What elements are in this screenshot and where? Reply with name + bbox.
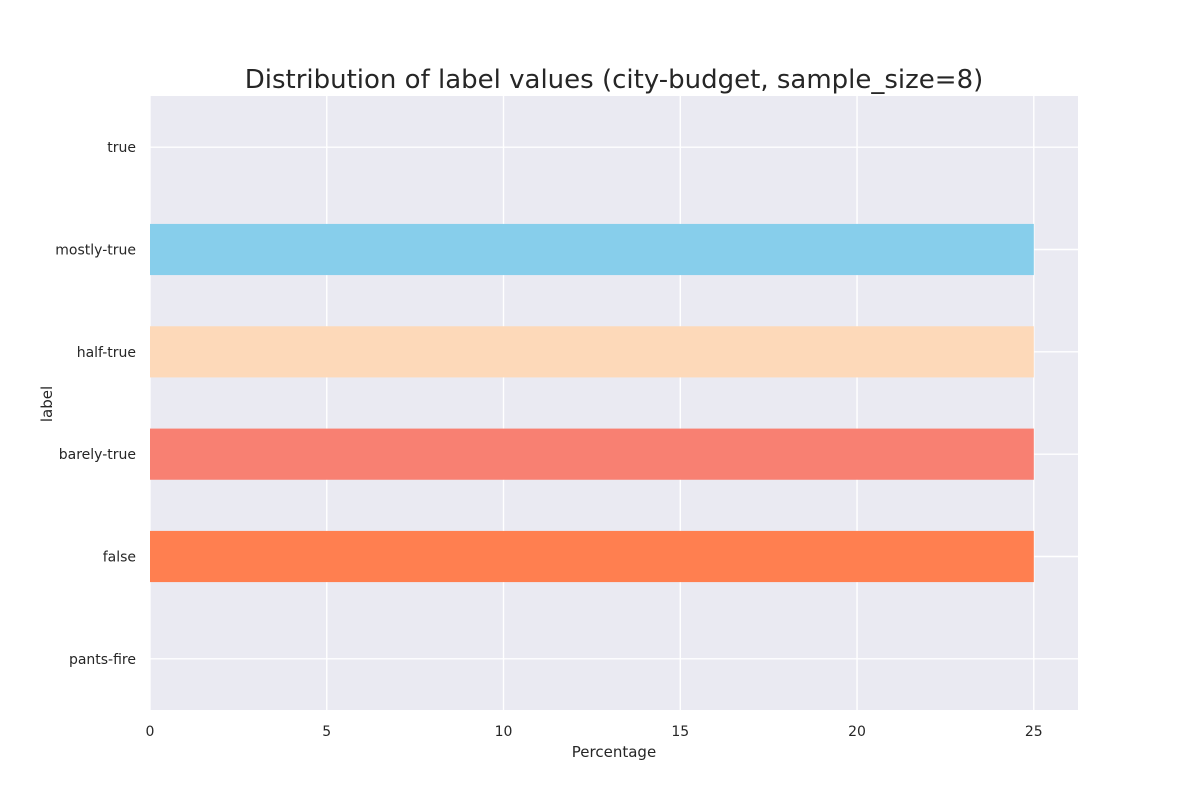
y-tick-label: false bbox=[103, 550, 136, 566]
y-ticks: true mostly-true half-true barely-true false… bbox=[55, 140, 136, 668]
x-tick-label: 10 bbox=[495, 724, 513, 740]
bars bbox=[150, 223, 1034, 583]
x-tick-label: 15 bbox=[671, 724, 689, 740]
chart-title: Distribution of label values (city-budge… bbox=[245, 65, 984, 95]
y-tick-label: half-true bbox=[77, 345, 136, 361]
x-axis-label: Percentage bbox=[572, 743, 656, 761]
bar-half-true bbox=[150, 326, 1034, 378]
bar-mostly-true bbox=[150, 223, 1034, 276]
y-axis-label: label bbox=[38, 386, 56, 422]
y-tick-label: mostly-true bbox=[55, 243, 136, 259]
x-tick-label: 0 bbox=[146, 724, 155, 740]
y-tick-label: true bbox=[107, 140, 136, 156]
y-tick-label: pants-fire bbox=[69, 652, 136, 668]
plot-area bbox=[150, 96, 1078, 710]
y-tick-label: barely-true bbox=[59, 447, 136, 463]
x-tick-label: 20 bbox=[848, 724, 866, 740]
x-ticks: 0 5 10 15 20 25 bbox=[146, 724, 1043, 740]
x-tick-label: 25 bbox=[1025, 724, 1043, 740]
x-tick-label: 5 bbox=[322, 724, 331, 740]
bar-barely-true bbox=[150, 428, 1034, 480]
bar-false bbox=[150, 530, 1034, 583]
